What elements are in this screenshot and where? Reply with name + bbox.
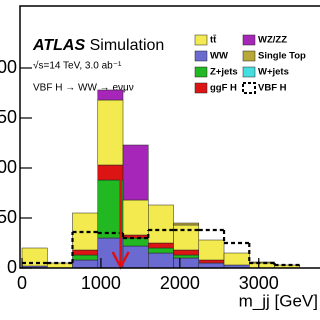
bar-segment <box>148 242 174 249</box>
status: Simulation <box>90 37 165 54</box>
x-tick-label: 3000 <box>239 273 279 293</box>
cut-arrow-head <box>111 251 130 270</box>
bar-segment <box>148 204 174 244</box>
legend-label: WW <box>210 51 228 62</box>
legend-label: W+jets <box>258 67 289 78</box>
x-tick-label: 2000 <box>160 273 200 293</box>
y-tick-label: 00 <box>0 157 17 177</box>
plot-frame <box>19 5 320 269</box>
legend-swatch <box>242 34 256 46</box>
bar-segment <box>173 224 200 251</box>
legend-label: VBF H <box>258 83 287 94</box>
legend-label: tt̄ <box>210 35 217 46</box>
bar-segment <box>173 222 200 226</box>
legend-swatch <box>194 82 208 94</box>
bar-segment <box>122 199 149 236</box>
bar-segment <box>21 247 48 267</box>
legend-swatch <box>194 34 208 46</box>
legend-label: Z+jets <box>210 67 238 78</box>
bar-segment <box>122 237 149 247</box>
y-tick-label: 50 <box>0 207 17 227</box>
bars <box>21 89 301 269</box>
subtitle: √s=14 TeV, 3.0 ab⁻¹ <box>33 60 122 72</box>
y-tick-label: 50 <box>0 107 17 127</box>
legend-label: WZ/ZZ <box>258 35 287 46</box>
bar-segment <box>148 252 174 269</box>
y-tick-label: 0 <box>7 257 17 277</box>
legend-swatch <box>242 82 256 94</box>
bar-segment <box>72 254 99 261</box>
bar-segment <box>97 99 124 166</box>
experiment-label: ATLAS Simulation <box>32 37 164 54</box>
y-tick-label: 00 <box>0 57 17 77</box>
x-tick-label: 0 <box>17 273 27 293</box>
experiment: ATLAS <box>32 37 85 54</box>
bar-segment <box>97 89 124 101</box>
legend-swatch <box>242 66 256 78</box>
bar-segment <box>72 249 99 256</box>
bar-segment <box>122 144 149 201</box>
bar-segment <box>173 249 200 256</box>
x-axis-label: m_jj [GeV] <box>239 291 318 310</box>
x-tick-label: 1000 <box>81 273 121 293</box>
legend-label: Single Top <box>258 51 306 62</box>
bar-segment <box>173 257 200 269</box>
bar-segment <box>97 179 124 239</box>
bar-segment <box>173 254 200 259</box>
bar-segment <box>97 164 124 181</box>
legend-swatch <box>194 66 208 78</box>
legend-swatch <box>194 50 208 62</box>
legend-swatch <box>242 50 256 62</box>
bar-segment <box>148 247 174 254</box>
legend: tt̄ WZ/ZZ WW Single Top Z+jets W+jets ggF H VBF… <box>194 34 306 94</box>
bar-segment <box>72 259 99 269</box>
bar-segment <box>198 239 225 261</box>
annotation: VBF H → WW → eνμν <box>33 83 134 94</box>
legend-label: ggF H <box>210 83 237 94</box>
bar-segment <box>198 259 225 264</box>
bar-segment <box>223 252 250 266</box>
